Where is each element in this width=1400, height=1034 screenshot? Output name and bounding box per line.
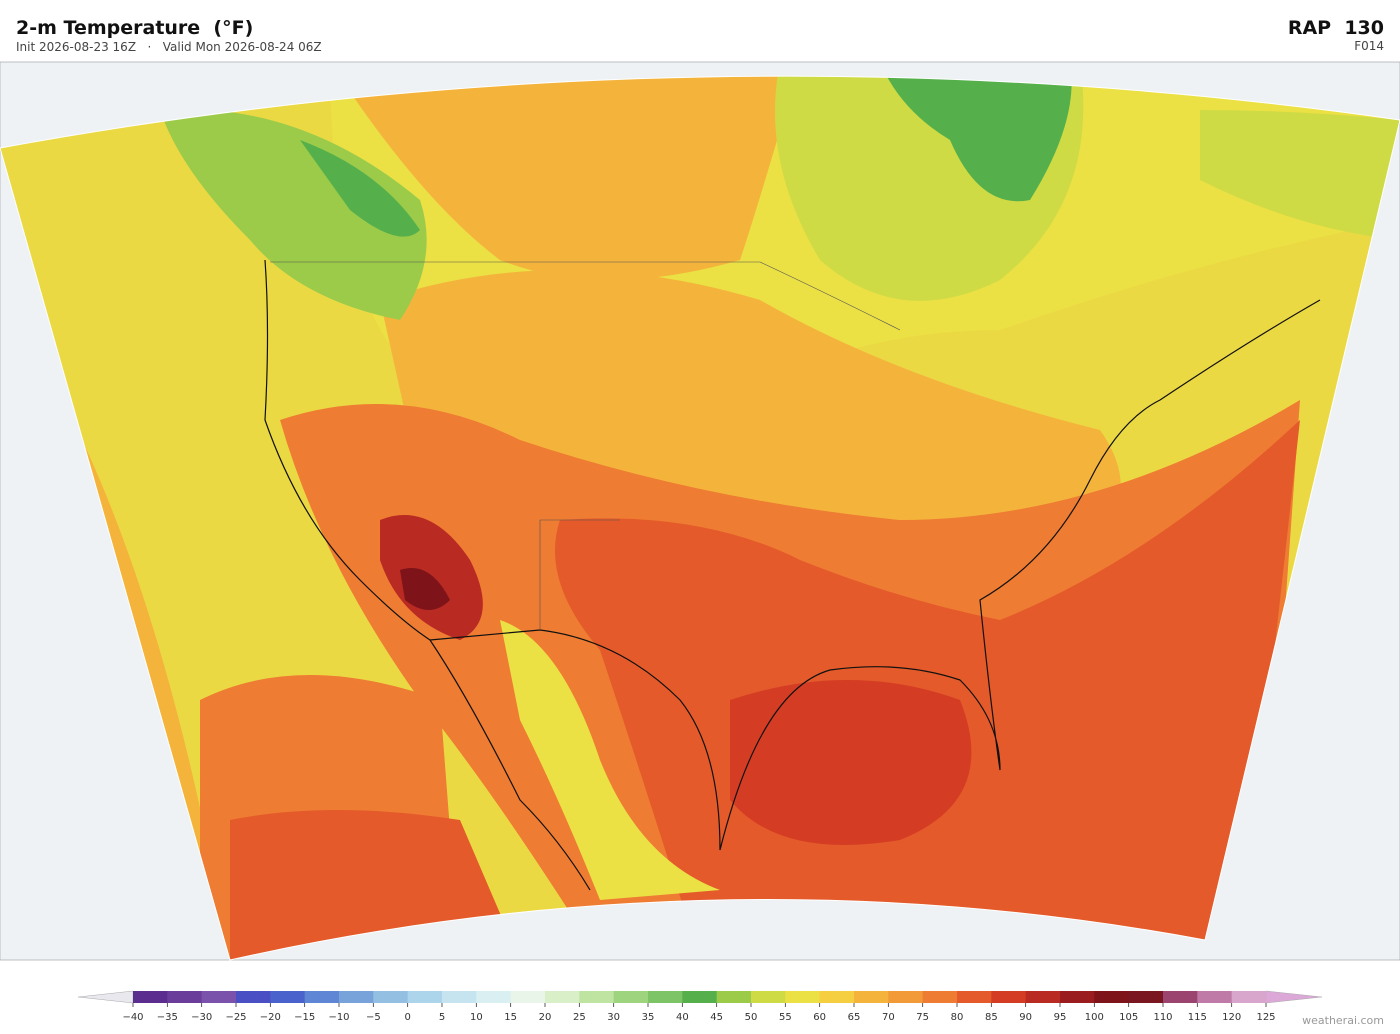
forecast-hour: F014 [1354, 39, 1384, 53]
colorbar-tick-label: 70 [882, 1012, 895, 1023]
colorbar-swatch [785, 991, 821, 1003]
colorbar-tick-label: 60 [813, 1012, 826, 1023]
colorbar-swatch [682, 991, 718, 1003]
colorbar-tick-label: 40 [676, 1012, 689, 1023]
colorbar-swatch [579, 991, 615, 1003]
colorbar-swatch [1128, 991, 1164, 1003]
colorbar-swatch [854, 991, 889, 1003]
colorbar-tick-label: −40 [122, 1012, 143, 1023]
subtitle: Init 2026-08-23 16Z · Valid Mon 2026-08-… [16, 40, 322, 54]
colorbar-swatch [819, 991, 855, 1003]
colorbar-tick-label: 0 [404, 1012, 410, 1023]
colorbar-swatch [1231, 991, 1267, 1003]
colorbar-tick-label: 50 [745, 1012, 758, 1023]
colorbar-tick-label: −5 [366, 1012, 381, 1023]
colorbar-swatch [888, 991, 924, 1003]
colorbar-tick-label: −30 [191, 1012, 212, 1023]
colorbar-tick-label: 75 [916, 1012, 929, 1023]
colorbar-swatch [1094, 991, 1130, 1003]
colorbar-swatch [133, 991, 168, 1003]
colorbar-tick-label: 115 [1188, 1012, 1207, 1023]
colorbar-swatch [545, 991, 580, 1003]
colorbar-tick-label: 25 [573, 1012, 586, 1023]
colorbar-tick-label: −15 [294, 1012, 315, 1023]
colorbar-swatch [922, 991, 958, 1003]
colorbar-tick-label: 5 [439, 1012, 445, 1023]
colorbar-swatch [1163, 991, 1198, 1003]
colorbar-tick-label: 30 [607, 1012, 620, 1023]
colorbar-tick-label: 15 [504, 1012, 517, 1023]
colorbar-swatch [442, 991, 477, 1003]
colorbar-swatch [1025, 991, 1061, 1003]
colorbar-under [77, 990, 134, 1004]
colorbar-tick-label: 120 [1222, 1012, 1241, 1023]
colorbar-tick-label: 35 [642, 1012, 655, 1023]
colorbar-swatch [957, 991, 992, 1003]
colorbar-tick-label: 105 [1119, 1012, 1138, 1023]
colorbar-swatch [510, 991, 546, 1003]
colorbar-tick-label: 90 [1019, 1012, 1032, 1023]
colorbar-swatch [716, 991, 752, 1003]
model: RAP 130 [1288, 17, 1384, 39]
colorbar-tick-label: 95 [1054, 1012, 1067, 1023]
colorbar-swatch [339, 991, 374, 1003]
colorbar-tick-label: 125 [1256, 1012, 1275, 1023]
colorbar-tick-label: 55 [779, 1012, 792, 1023]
colorbar-swatch [648, 991, 683, 1003]
colorbar-tick-label: −35 [157, 1012, 178, 1023]
borders [270, 261, 901, 630]
colorbar-swatch [1197, 991, 1233, 1003]
colorbar-tick-label: 10 [470, 1012, 483, 1023]
colorbar-tick-label: 20 [539, 1012, 552, 1023]
colorbar-tick-label: 80 [951, 1012, 964, 1023]
colorbar-swatch [201, 991, 237, 1003]
title: 2-m Temperature (°F) [16, 17, 253, 39]
colorbar-swatch [407, 991, 443, 1003]
colorbar-tick-label: 45 [710, 1012, 723, 1023]
map [0, 61, 1400, 961]
colorbar-swatch [167, 991, 203, 1003]
colorbar-swatch [613, 991, 649, 1003]
colorbar-tick-label: 110 [1153, 1012, 1172, 1023]
colorbar-swatch [751, 991, 786, 1003]
colorbar-swatch [1060, 991, 1095, 1003]
colorbar-swatch [236, 991, 271, 1003]
colorbar-swatch [373, 991, 409, 1003]
temperature-field [0, 76, 1400, 960]
colorbar-tick-label: −10 [328, 1012, 349, 1023]
colorbar-swatch [991, 991, 1027, 1003]
credit: weatherai.com [1302, 1014, 1384, 1027]
colorbar-swatch [476, 991, 512, 1003]
colorbar-swatch [270, 991, 306, 1003]
coastline [264, 259, 1321, 891]
colorbar-tick-label: 65 [848, 1012, 861, 1023]
colorbar-tick-label: −20 [260, 1012, 281, 1023]
colorbar-tick-label: 100 [1085, 1012, 1104, 1023]
colorbar: −40 −35 −30 −25 −20 −15 −10 −5 0 5 10 15 20 25 30 35 40 4… [77, 990, 1323, 1023]
colorbar-over [1265, 990, 1323, 1004]
colorbar-tick-label: −25 [225, 1012, 246, 1023]
colorbar-swatch [304, 991, 340, 1003]
colorbar-tick-label: 85 [985, 1012, 998, 1023]
